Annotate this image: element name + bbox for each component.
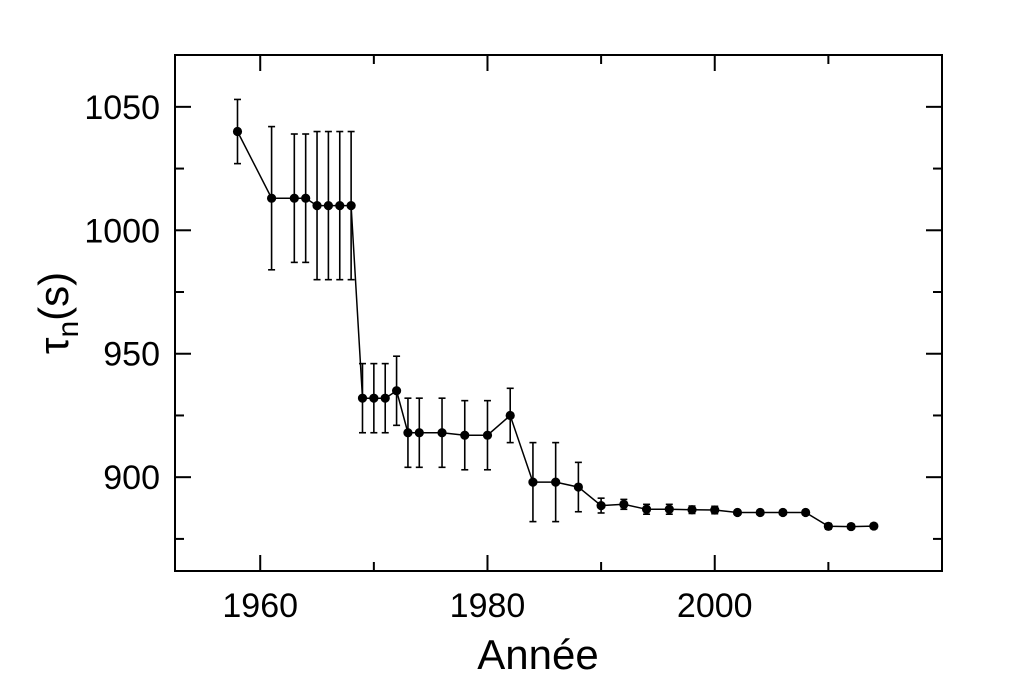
data-point [380, 393, 390, 403]
y-tick-labels: 900 950 1000 1050 [84, 89, 160, 497]
data-point [687, 505, 697, 515]
data-point [710, 505, 720, 515]
data-point [323, 201, 333, 211]
plot-frame [174, 54, 943, 572]
data-point [596, 500, 606, 511]
data-point [732, 507, 743, 518]
x-tick-label: 2000 [677, 587, 753, 625]
data-point [289, 193, 299, 203]
x-tick-label: 1980 [450, 587, 526, 625]
data-point [641, 504, 652, 514]
data-point [664, 504, 674, 514]
data-point [869, 521, 879, 531]
data-point [437, 428, 447, 438]
plot-content [232, 98, 879, 532]
y-tick-label: 1050 [84, 89, 160, 127]
x-tick-labels: 1960 1980 2000 [222, 587, 752, 625]
y-axis-subscript: n [52, 321, 85, 338]
y-axis-title: τn(s) [30, 272, 85, 354]
y-tick-label: 1000 [84, 212, 160, 250]
data-point [846, 521, 856, 532]
data-point [414, 428, 424, 438]
data-point [482, 430, 493, 440]
data-point [755, 507, 765, 518]
x-tick-label: 1960 [222, 587, 298, 625]
x-axis-title: Année [477, 631, 598, 678]
data-point [823, 521, 833, 531]
data-point [573, 482, 583, 492]
data-point [357, 393, 368, 403]
data-point [312, 201, 322, 211]
axis-ticks [175, 55, 943, 571]
data-point [551, 477, 561, 487]
data-point [335, 201, 345, 211]
y-tick-label: 950 [103, 336, 160, 374]
data-point [619, 499, 629, 509]
y-tick-label: 900 [103, 459, 160, 497]
data-point [403, 428, 413, 438]
data-point [232, 126, 243, 137]
data-point [505, 410, 515, 421]
data-point [778, 507, 788, 518]
y-axis-unit: (s) [30, 272, 77, 321]
data-point [346, 201, 356, 211]
data-point [801, 507, 811, 518]
data-point [266, 193, 277, 203]
data-point [460, 430, 470, 440]
data-point [391, 386, 402, 396]
data-point [369, 393, 379, 403]
series-line [236, 131, 874, 528]
svg-text:τn(s): τn(s) [30, 272, 85, 354]
data-point [301, 193, 311, 203]
data-point [528, 477, 538, 487]
y-axis-symbol: τ [30, 337, 77, 354]
